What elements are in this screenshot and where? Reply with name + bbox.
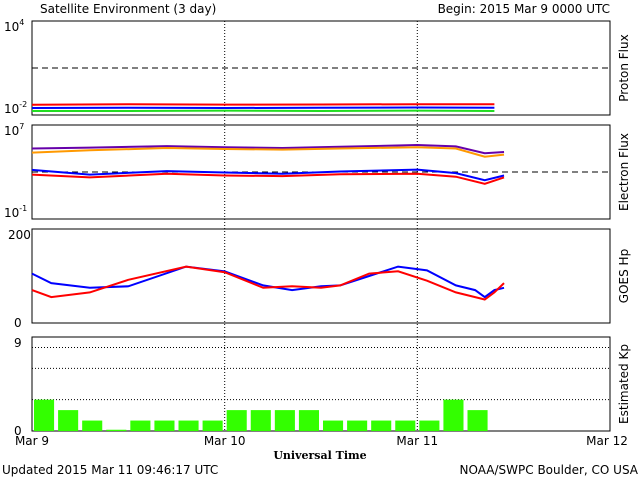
- kp-ytick-top: 9: [14, 336, 22, 350]
- kp-bar-10: [274, 410, 295, 431]
- estimated-kp-label: Estimated Kp: [617, 344, 631, 424]
- electron-flux-label: Electron Flux: [617, 133, 631, 211]
- xtick-mar11: Mar 11: [396, 434, 438, 448]
- series-line-panel-0-red: [31, 103, 495, 106]
- kp-bar-13: [347, 420, 368, 431]
- kp-ytick-bottom: 0: [14, 424, 22, 438]
- series-line-panel-0-blue: [31, 106, 495, 110]
- goes-hp-panel-frame: [31, 228, 611, 324]
- kp-bar-6: [178, 420, 199, 431]
- series-line-panel-2-red: [31, 265, 505, 301]
- kp-bar-14: [371, 420, 392, 431]
- xtick-mar9: Mar 9: [15, 434, 49, 448]
- series-line-panel-1-orange: [31, 146, 505, 158]
- kp-bar-9: [250, 410, 271, 431]
- goes-hp-label: GOES Hp: [617, 249, 631, 303]
- kp-bar-3: [106, 429, 127, 431]
- proton-ytick-top: 104: [4, 18, 24, 34]
- proton-ytick-bottom: 10-2: [4, 100, 27, 116]
- goes-ytick-top: 200: [8, 228, 31, 242]
- kp-bar-15: [395, 420, 416, 431]
- updated-time: Updated 2015 Mar 11 09:46:17 UTC: [2, 463, 218, 477]
- kp-bar-17: [443, 399, 464, 431]
- kp-bar-8: [226, 410, 247, 431]
- series-line-panel-1-blue: [31, 168, 505, 182]
- series-line-panel-2-blue: [31, 265, 505, 299]
- series-line-panel-1-purple: [31, 143, 505, 155]
- kp-panel-frame: [31, 336, 611, 432]
- kp-bar-16: [419, 420, 440, 431]
- series-line-panel-1-red: [31, 172, 505, 185]
- kp-bar-1: [58, 410, 79, 431]
- xtick-mar10: Mar 10: [204, 434, 246, 448]
- proton-flux-label: Proton Flux: [617, 34, 631, 101]
- kp-bar-2: [82, 420, 103, 431]
- kp-bar-7: [202, 420, 223, 431]
- kp-bar-12: [323, 420, 344, 431]
- electron-ytick-top: 107: [4, 122, 24, 138]
- kp-bar-0: [34, 399, 55, 431]
- x-axis-label: Universal Time: [273, 449, 366, 462]
- goes-ytick-bottom: 0: [14, 316, 22, 330]
- kp-bar-18: [467, 410, 488, 431]
- credit-text: NOAA/SWPC Boulder, CO USA: [460, 463, 639, 477]
- begin-time: Begin: 2015 Mar 9 0000 UTC: [438, 2, 610, 16]
- kp-bar-11: [298, 410, 319, 431]
- plot-title: Satellite Environment (3 day): [40, 2, 216, 16]
- kp-bar-4: [130, 420, 151, 431]
- xtick-mar12: Mar 12: [586, 434, 628, 448]
- electron-ytick-bottom: 10-1: [4, 204, 27, 220]
- kp-bar-5: [154, 420, 175, 431]
